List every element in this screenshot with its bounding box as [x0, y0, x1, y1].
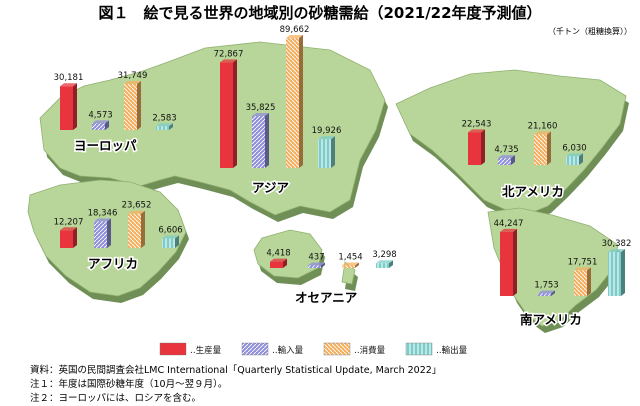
chart-title: 図１ 絵で見る世界の地域別の砂糖需給（2021/22年度予測値）	[98, 4, 542, 22]
value-label-3-imports: 18,346	[88, 208, 118, 218]
value-label-1-consumption: 89,662	[280, 25, 310, 35]
region-label-4: オセアニア	[295, 290, 357, 305]
region-label-3: アフリカ	[88, 256, 138, 271]
value-label-4-imports: 437	[308, 253, 324, 263]
bar-3-consumption	[128, 210, 145, 248]
bar-5-exports	[608, 248, 625, 296]
value-label-0-exports: 2,583	[152, 113, 176, 123]
value-label-1-exports: 19,926	[312, 126, 342, 136]
note-2: 注２：ヨーロッパには、ロシアを含む。	[30, 393, 202, 404]
value-label-2-production: 22,543	[462, 119, 492, 129]
value-label-3-exports: 6,606	[158, 225, 182, 235]
bar-3-exports	[162, 235, 179, 248]
bar-1-exports	[318, 136, 335, 168]
value-label-3-consumption: 23,652	[122, 201, 152, 211]
bar-5-production	[500, 228, 517, 296]
value-label-5-exports: 30,382	[602, 239, 632, 249]
legend-swatch-imports	[241, 342, 269, 356]
value-label-5-consumption: 17,751	[568, 257, 598, 267]
legend-item-consumption: ‥消費量	[323, 342, 386, 356]
value-label-0-imports: 4,573	[88, 110, 112, 120]
value-label-4-production: 4,418	[266, 249, 290, 259]
bar-0-exports	[156, 123, 173, 130]
legend-label-imports: ‥輸入量	[272, 345, 304, 356]
bar-4-consumption	[342, 262, 359, 268]
legend-swatch-production	[159, 342, 187, 356]
region-label-2: 北アメリカ	[502, 184, 564, 199]
legend-item-imports: ‥輸入量	[241, 342, 304, 356]
bar-0-production	[60, 83, 77, 130]
bar-0-imports	[92, 120, 109, 130]
bar-4-imports	[308, 262, 325, 268]
value-label-0-production: 30,181	[54, 73, 84, 83]
legend-swatch-consumption	[323, 342, 351, 356]
bar-3-imports	[94, 218, 111, 248]
legend-item-production: ‥生産量	[159, 342, 222, 356]
legend-label-exports: ‥輸出量	[436, 345, 468, 356]
value-label-1-production: 72,867	[214, 49, 244, 59]
bar-2-imports	[498, 155, 515, 165]
legend-label-production: ‥生産量	[190, 345, 222, 356]
bar-2-exports	[566, 153, 583, 165]
bar-1-production	[220, 59, 237, 169]
value-label-2-exports: 6,030	[562, 143, 586, 153]
legend-label-consumption: ‥消費量	[354, 345, 386, 356]
region-label-5: 南アメリカ	[520, 312, 582, 327]
value-label-3-production: 12,207	[54, 217, 84, 227]
region-label-1: アジア	[252, 180, 289, 195]
bar-2-consumption	[534, 131, 551, 165]
value-label-5-production: 44,247	[494, 219, 524, 229]
region-label-0: ヨーロッパ	[74, 138, 137, 153]
bar-5-consumption	[574, 267, 591, 296]
value-label-4-exports: 3,298	[372, 250, 396, 260]
bar-1-imports	[252, 113, 269, 168]
value-label-2-consumption: 21,160	[528, 121, 558, 131]
bar-0-consumption	[124, 80, 141, 130]
bar-5-imports	[538, 290, 555, 296]
unit-note: （千トン（粗糖換算））	[548, 27, 632, 36]
bar-3-production	[60, 227, 77, 248]
bar-4-exports	[376, 260, 393, 268]
north-america-landmass	[395, 69, 627, 215]
bar-4-production	[270, 258, 287, 268]
value-label-4-consumption: 1,454	[338, 253, 362, 263]
value-label-2-imports: 4,735	[494, 145, 518, 155]
value-label-0-consumption: 31,749	[118, 71, 148, 81]
note-1: 注１：年度は国際砂糖年度（10月～翌９月）。	[30, 379, 228, 390]
bar-1-consumption	[286, 35, 303, 168]
legend-item-exports: ‥輸出量	[405, 342, 468, 356]
value-label-5-imports: 1,753	[534, 280, 558, 290]
bar-2-production	[468, 129, 485, 165]
source-note: 資料：英国の民間調査会社LMC International「Quarterly …	[30, 365, 442, 376]
legend-swatch-exports	[405, 342, 433, 356]
value-label-1-imports: 35,825	[246, 103, 276, 113]
